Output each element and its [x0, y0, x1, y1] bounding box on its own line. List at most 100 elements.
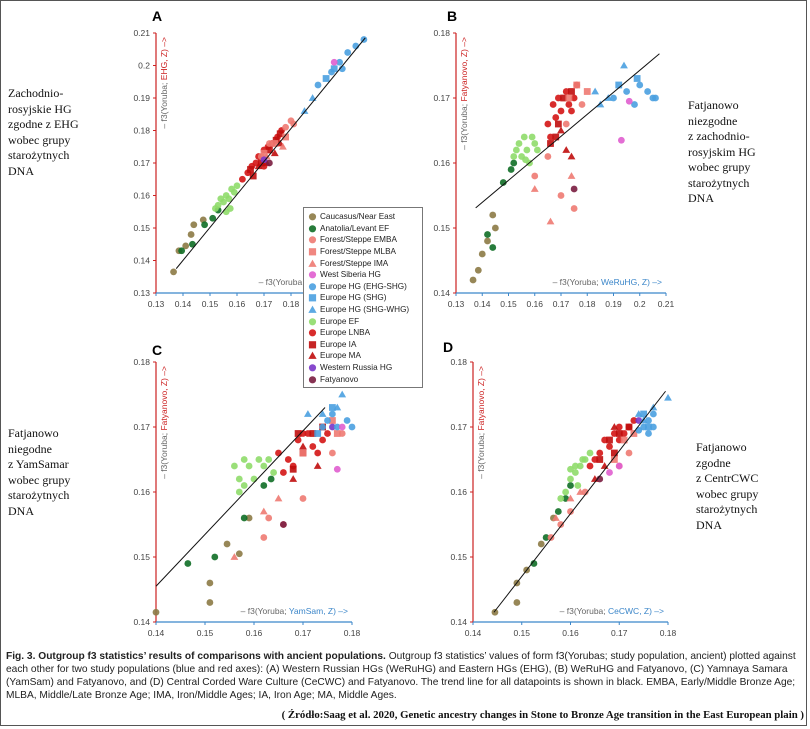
y-tick-label: 0.17: [133, 158, 150, 168]
side-note-line: wobec grupy: [688, 160, 751, 174]
y-tick-label: 0.13: [133, 288, 150, 298]
data-point: [567, 465, 574, 473]
data-point: [596, 449, 604, 457]
data-point: [573, 81, 581, 89]
legend-item: Europe LNBA: [308, 327, 418, 339]
data-point: [604, 94, 613, 101]
data-point: [557, 107, 565, 115]
data-point: [510, 159, 518, 167]
data-point: [319, 436, 326, 444]
data-point: [583, 88, 591, 95]
side-note-line: zgodne z EHG: [8, 117, 79, 131]
data-point: [324, 430, 331, 437]
data-point: [239, 175, 246, 183]
x-tick-label: 0.2: [634, 299, 646, 309]
legend-item: Western Russia HG: [308, 362, 418, 374]
data-point: [557, 521, 565, 528]
data-point: [568, 107, 575, 115]
x-tick-label: 0.17: [553, 299, 570, 309]
data-point: [245, 462, 253, 470]
legend-marker: [308, 352, 317, 360]
data-point: [329, 449, 336, 457]
data-point: [630, 430, 638, 437]
x-tick-label: 0.14: [465, 628, 482, 638]
data-point: [562, 488, 570, 496]
data-point: [560, 94, 568, 102]
data-point: [649, 410, 657, 418]
data-point: [201, 221, 208, 229]
data-point: [620, 61, 628, 69]
side-note-b: Fatjanowo niezgodne z zachodnio- rosyjsk…: [688, 98, 800, 207]
data-point: [260, 156, 268, 164]
data-point: [664, 393, 672, 401]
data-point: [645, 423, 652, 431]
data-point: [276, 130, 284, 138]
data-point: [235, 488, 243, 496]
data-point: [266, 146, 273, 154]
data-point: [547, 140, 554, 147]
data-point: [289, 465, 297, 473]
side-note-line: z CentrCWC: [696, 471, 759, 485]
data-point: [484, 231, 491, 238]
data-point: [623, 88, 631, 95]
data-point: [549, 101, 557, 108]
data-point: [206, 599, 214, 606]
side-note-line: starożytnych: [688, 175, 750, 190]
data-point: [265, 456, 273, 463]
figure-caption: Fig. 3. Outgroup f3 statistics’ results …: [6, 650, 804, 702]
y-tick-label: 0.21: [133, 28, 150, 38]
panel-letter-c: C: [152, 342, 163, 358]
data-point: [633, 75, 641, 82]
side-note-line: Fatjanowo: [8, 426, 59, 440]
data-point: [562, 146, 571, 153]
y-tick-label: 0.14: [433, 288, 450, 298]
legend-marker: [308, 305, 317, 313]
legend-label: Europe MA: [320, 351, 361, 361]
y-tick-label: 0.14: [133, 256, 150, 266]
data-point: [635, 426, 643, 434]
x-tick-label: 0.15: [202, 299, 219, 309]
data-point: [270, 149, 279, 157]
y-axis-label: – f3(Yoruba; Fatyanovo, Z) –>: [159, 366, 169, 479]
data-point: [567, 152, 576, 160]
data-point: [294, 430, 302, 437]
x-tick-label: 0.14: [474, 299, 491, 309]
data-point: [596, 100, 605, 108]
x-tick-label: 0.18: [579, 299, 596, 309]
data-point: [249, 172, 257, 180]
data-point: [579, 456, 587, 463]
legend-item: Forest/Steppe IMA: [308, 257, 418, 269]
panel-letter-a: A: [152, 8, 163, 24]
data-point: [247, 166, 254, 173]
data-point: [245, 514, 253, 522]
data-point: [610, 423, 619, 430]
data-point: [552, 133, 560, 141]
data-point: [645, 430, 652, 437]
data-point: [225, 195, 233, 203]
data-point: [330, 58, 338, 66]
legend-marker: [308, 294, 317, 302]
data-point: [606, 436, 613, 444]
chart-legend: Caucasus/Near East Anatolia/Levant EF Fore…: [303, 207, 423, 388]
caption-text: Outgroup f3 statistics’ values of form f…: [6, 651, 796, 701]
legend-label: Western Russia HG: [320, 363, 393, 373]
trend-line: [155, 407, 326, 587]
data-point: [300, 107, 309, 114]
side-note-c: Fatjanowo niegodne z YamSamar wobec grup…: [8, 426, 116, 519]
data-point: [274, 494, 283, 502]
data-point: [530, 560, 538, 567]
data-point: [544, 120, 552, 128]
data-point: [319, 423, 326, 431]
side-note-line: wobec grupy: [696, 486, 759, 501]
legend-label: Europe HG (SHG-WHG): [320, 305, 410, 315]
side-note-line: starożytnych: [8, 148, 70, 162]
data-point: [634, 410, 643, 417]
legend-item: Forest/Steppe MLBA: [308, 246, 418, 258]
data-point: [578, 101, 586, 108]
y-tick-label: 0.17: [133, 422, 150, 432]
data-point: [552, 114, 560, 121]
scatter-panel-c: 0.14 0.15 0.16 0.17 0.18 0.14 0.15 0.16 0.17 0.18…: [133, 357, 360, 638]
y-tick-label: 0.16: [433, 158, 450, 168]
legend-item: Europe IA: [308, 339, 418, 351]
x-tick-label: 0.15: [500, 299, 517, 309]
